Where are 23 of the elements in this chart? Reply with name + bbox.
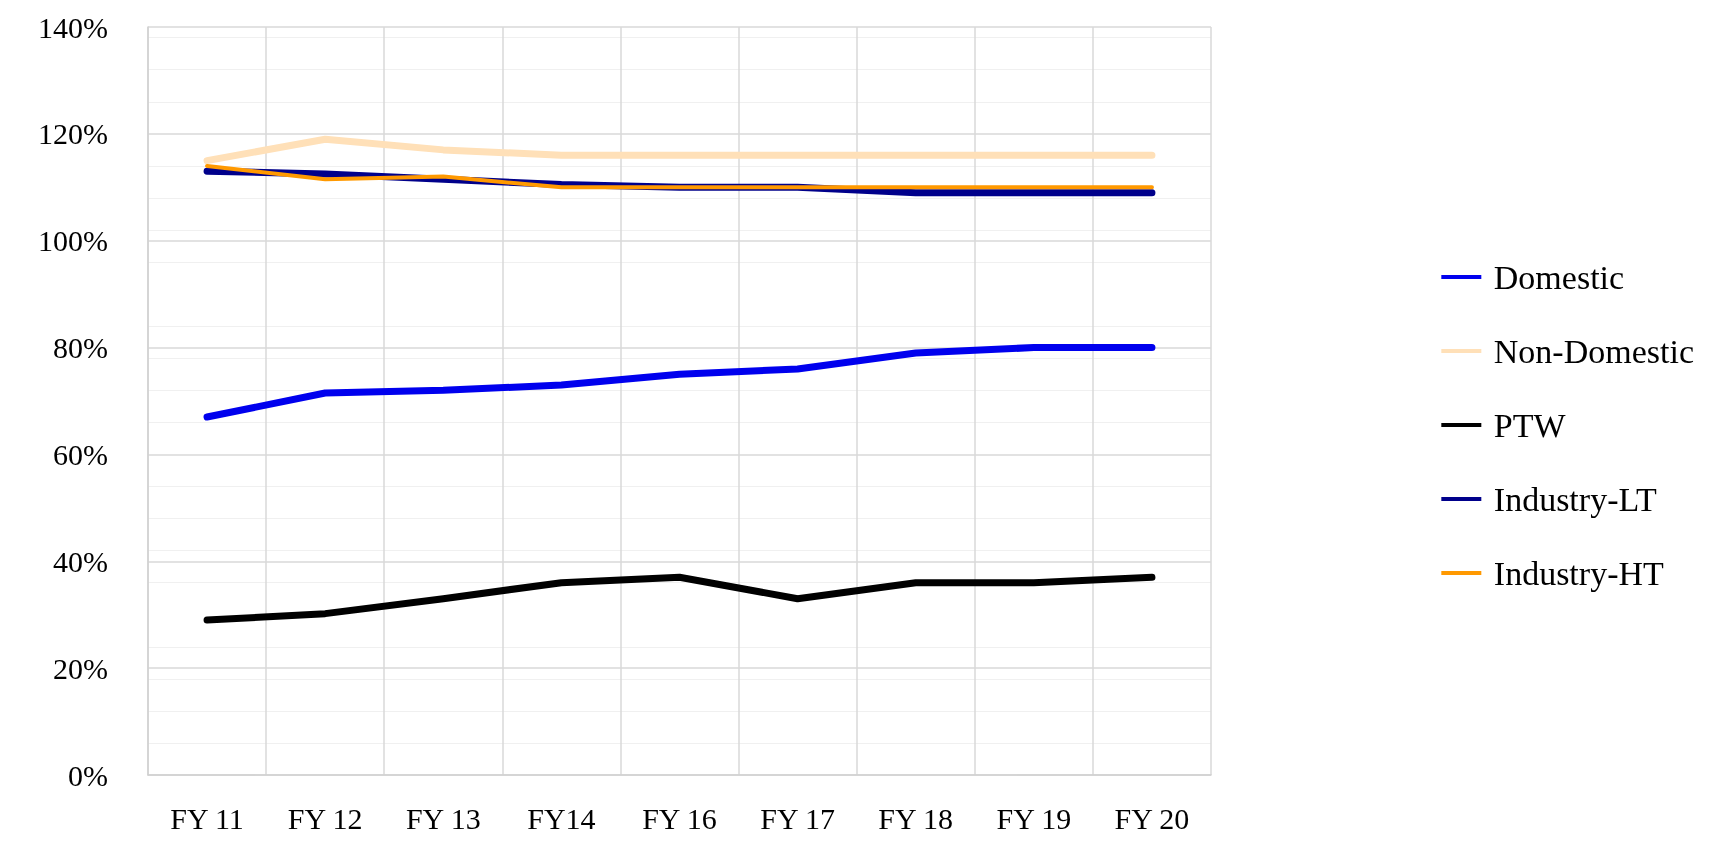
line-series [205, 163, 1154, 190]
legend-label: Industry-HT [1493, 554, 1665, 592]
y-tick-label: 40% [53, 544, 108, 578]
y-tick-label: 140% [38, 10, 108, 44]
y-tick-label: 120% [38, 117, 108, 151]
legend-label: Non-Domestic [1493, 332, 1695, 370]
x-tick-label: FY 19 [996, 801, 1072, 835]
x-tick-label: FY 20 [1114, 801, 1190, 835]
x-tick-label: FY 13 [405, 801, 481, 835]
y-tick-label: 60% [53, 437, 108, 471]
legend-label: Industry-LT [1493, 480, 1658, 518]
x-tick-label: FY 17 [760, 801, 835, 835]
y-tick-label: 100% [38, 224, 108, 258]
x-tick-label: FY 12 [287, 801, 363, 835]
y-tick-label: 80% [53, 331, 108, 365]
legend-label: PTW [1493, 406, 1567, 444]
x-tick-label: FY14 [527, 801, 596, 835]
x-tick-label: FY 16 [642, 801, 717, 835]
y-tick-label: 20% [53, 651, 108, 685]
x-tick-label: FY 18 [878, 801, 954, 835]
y-tick-label: 0% [68, 758, 108, 792]
x-tick-label: FY 11 [170, 801, 244, 835]
legend-label: Domestic [1493, 258, 1625, 296]
